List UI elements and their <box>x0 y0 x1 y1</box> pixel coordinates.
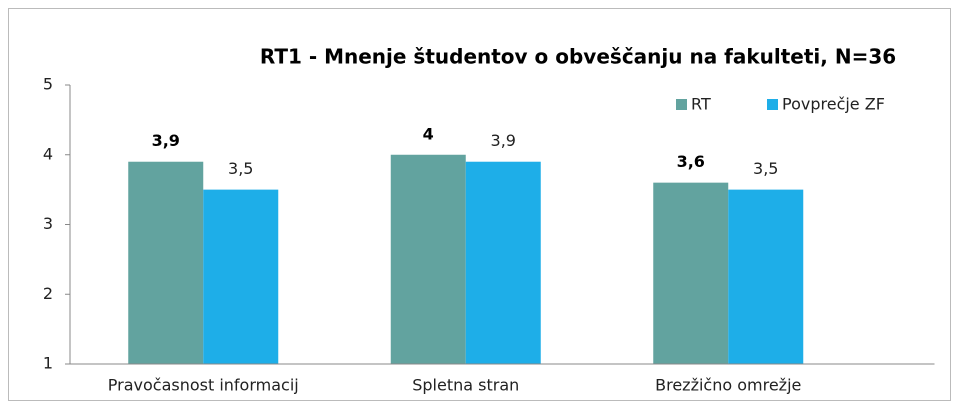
data-label: 3,5 <box>753 159 778 178</box>
y-tick-label: 3 <box>43 214 53 233</box>
y-tick-label: 1 <box>43 354 53 373</box>
bar <box>653 182 729 364</box>
legend-label: Povprečje ZF <box>782 95 885 114</box>
data-label: 3,9 <box>491 131 516 150</box>
data-label: 3,9 <box>152 131 180 150</box>
legend-label: RT <box>691 95 711 114</box>
legend-swatch <box>676 99 687 110</box>
y-tick-label: 4 <box>43 144 53 163</box>
legend-swatch <box>767 99 778 110</box>
y-tick-label: 2 <box>43 284 53 303</box>
bar <box>390 154 466 364</box>
bar <box>128 161 204 364</box>
data-label: 3,5 <box>228 159 253 178</box>
bar <box>203 189 279 364</box>
y-tick-label: 5 <box>43 75 53 94</box>
bar <box>728 189 804 364</box>
bar <box>465 161 541 364</box>
chart-title: RT1 - Mnenje študentov o obveščanju na f… <box>260 45 896 69</box>
x-tick-label: Pravočasnost informacij <box>108 376 299 395</box>
x-tick-label: Brezžično omrežje <box>655 376 801 395</box>
data-label: 4 <box>423 124 434 143</box>
x-tick-label: Spletna stran <box>412 376 519 395</box>
data-label: 3,6 <box>677 152 705 171</box>
